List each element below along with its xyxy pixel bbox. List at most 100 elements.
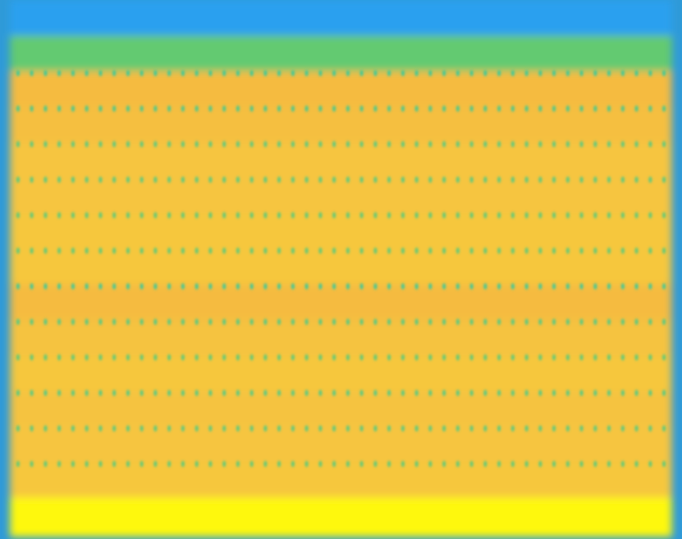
heatmap-dot [140,389,144,397]
heatmap-dot [621,247,625,254]
heatmap-dot [525,176,529,183]
heatmap-dot [250,140,254,148]
heatmap-dot [607,425,611,432]
heatmap-dot [277,354,281,361]
heatmap-dot [662,354,666,361]
heatmap-dot [236,354,240,361]
heatmap-dot [552,69,556,77]
heatmap-dot [222,354,226,361]
heatmap-dot [153,176,157,183]
heatmap-dot [621,69,625,77]
heatmap-dot [401,176,405,183]
heatmap-dot [456,247,460,254]
heatmap-dot [360,354,364,361]
heatmap-dot [277,283,281,290]
heatmap-dot [497,176,501,183]
heatmap-dot [30,140,34,148]
heatmap-dot [71,105,75,112]
heatmap-dot [552,389,556,397]
heatmap-dot [497,389,501,397]
heatmap-dot [222,212,226,219]
heatmap-dot [593,212,597,219]
heatmap-dot [98,354,103,361]
heatmap-dot [140,105,144,112]
heatmap-dot [456,212,460,219]
heatmap-dot [318,105,322,112]
heatmap-dot [634,212,639,219]
heatmap-dot [456,460,460,468]
heatmap-dot [263,105,267,112]
heatmap-dot [222,425,226,432]
heatmap-dot [566,425,570,432]
heatmap-dot [538,318,542,325]
heatmap-dot [346,247,350,254]
heatmap-dot [43,354,48,361]
heatmap-dot [552,140,556,148]
heatmap-dot [112,425,116,432]
heatmap-dot [387,389,391,397]
heatmap-dot [140,283,144,290]
heatmap-dot [387,212,391,219]
heatmap-dot [621,105,625,112]
heatmap-dot [98,176,103,183]
heatmap-dot [98,283,103,290]
heatmap-dot [43,69,48,77]
heatmap-dot [346,283,350,290]
heatmap-dot [98,69,103,77]
heatmap-row-8 [10,248,672,289]
heatmap-dot [263,318,267,325]
heatmap-dot [648,140,652,148]
heatmap-dot [442,283,446,290]
heatmap-dot [511,354,515,361]
heatmap-dot [167,425,171,432]
heatmap-dot [607,212,611,219]
heatmap-dot [85,460,89,468]
heatmap-dot [593,389,597,397]
heatmap-dot [428,389,432,397]
heatmap-dot [621,176,625,183]
heatmap-dot [579,69,584,77]
heatmap-dot [291,247,295,254]
heatmap-dot [483,460,487,468]
heatmap-dot [346,425,350,432]
heatmap-dot [16,247,20,254]
heatmap-dot [112,389,116,397]
heatmap-dot [593,354,597,361]
heatmap-dot [346,354,350,361]
heatmap-dot [373,105,377,112]
heatmap-rows [10,0,672,537]
heatmap-dot [263,140,267,148]
heatmap-dot [511,69,515,77]
heatmap-dot [497,212,501,219]
heatmap-dot [208,425,212,432]
heatmap-dot [483,69,487,77]
heatmap-dot [497,247,501,254]
heatmap-dot [332,212,336,219]
heatmap-dot [16,318,20,325]
heatmap-dot [442,69,446,77]
heatmap-dot [470,425,474,432]
heatmap-dot [71,389,75,397]
heatmap-dot [30,69,34,77]
heatmap-dot [16,354,20,361]
heatmap-dot [71,283,75,290]
heatmap-dot [415,105,419,112]
heatmap-dot [277,460,281,468]
heatmap-dot [579,247,584,254]
heatmap-dot [318,354,322,361]
heatmap-dot [662,212,666,219]
heatmap-dot [222,460,226,468]
heatmap-row-1 [10,0,672,40]
heatmap-dot [30,105,34,112]
heatmap-dot [43,425,48,432]
heatmap-dot [236,176,240,183]
heatmap-dot [566,176,570,183]
heatmap-dot [621,460,625,468]
heatmap-dot [470,212,474,219]
heatmap-dot [387,425,391,432]
heatmap-dot [195,283,199,290]
heatmap-dot [662,283,666,290]
heatmap-dot [456,105,460,112]
heatmap-dot [525,283,529,290]
heatmap-dot [497,354,501,361]
